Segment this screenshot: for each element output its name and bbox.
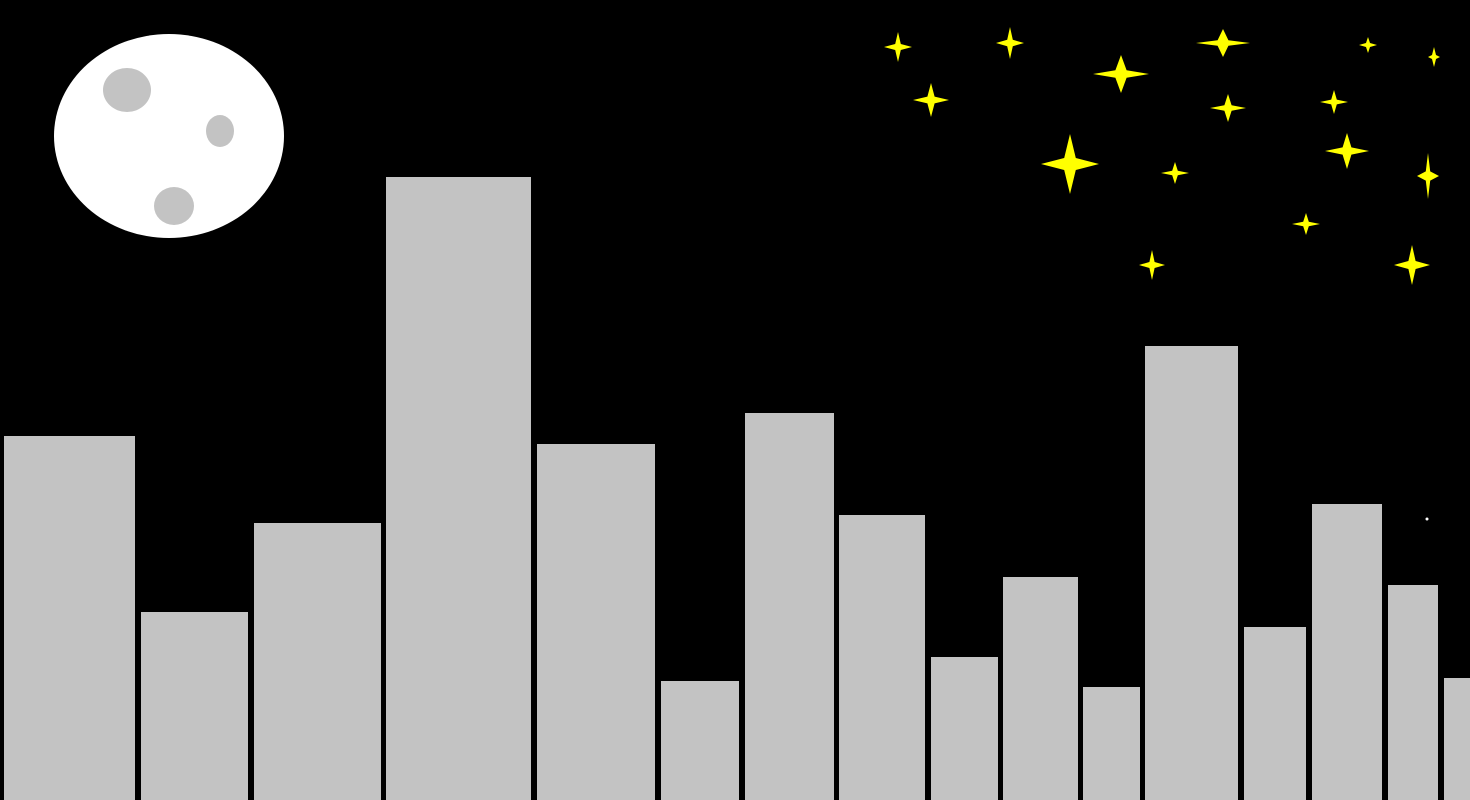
star-icon bbox=[884, 32, 912, 62]
star-icon bbox=[1325, 133, 1369, 169]
star-icon bbox=[1041, 134, 1099, 194]
building bbox=[1083, 687, 1140, 800]
star-icon bbox=[1161, 162, 1189, 184]
moon-icon bbox=[54, 34, 284, 238]
building bbox=[931, 657, 998, 800]
star-icon bbox=[996, 27, 1024, 59]
building bbox=[254, 523, 381, 800]
building bbox=[1388, 585, 1438, 800]
star-icon bbox=[1417, 153, 1439, 199]
star-icon bbox=[1196, 29, 1250, 57]
building bbox=[839, 515, 925, 800]
star-field bbox=[884, 27, 1440, 521]
building bbox=[386, 177, 531, 800]
moon-crater bbox=[206, 115, 234, 147]
star-icon bbox=[1292, 213, 1320, 235]
star-icon bbox=[1359, 37, 1377, 53]
star-icon bbox=[1320, 90, 1348, 114]
building bbox=[1312, 504, 1382, 800]
star-icon bbox=[1093, 55, 1149, 93]
star-icon bbox=[1139, 250, 1165, 280]
building bbox=[745, 413, 834, 800]
building bbox=[661, 681, 739, 800]
star-icon bbox=[1428, 47, 1440, 67]
moon-crater bbox=[154, 187, 194, 225]
building bbox=[1145, 346, 1238, 800]
star-icon bbox=[1210, 94, 1246, 122]
building bbox=[4, 436, 135, 800]
building bbox=[1444, 678, 1470, 800]
building bbox=[1003, 577, 1078, 800]
building bbox=[1244, 627, 1306, 800]
moon-crater bbox=[103, 68, 151, 112]
tiny-star-icon bbox=[1425, 517, 1429, 521]
building bbox=[141, 612, 248, 800]
city-skyline bbox=[4, 177, 1470, 800]
building bbox=[537, 444, 655, 800]
star-icon bbox=[913, 83, 949, 117]
star-icon bbox=[1394, 245, 1430, 285]
